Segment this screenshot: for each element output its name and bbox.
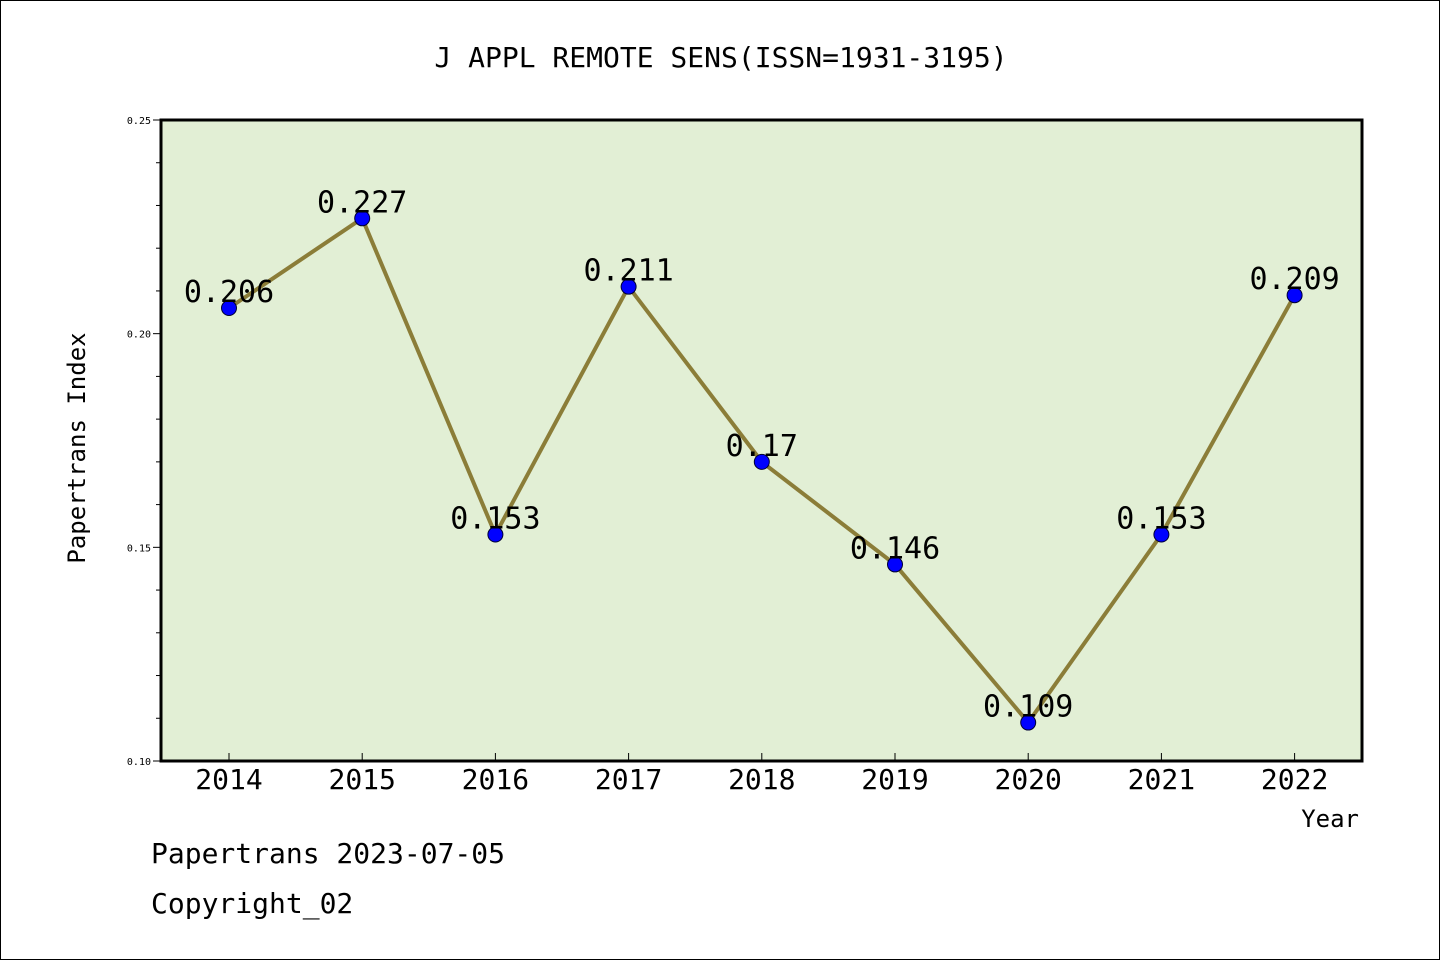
x-tick-label: 2017 <box>595 763 662 796</box>
x-axis-label: Year <box>1301 805 1359 833</box>
data-point <box>753 453 770 470</box>
x-tick-label: 2022 <box>1261 763 1328 796</box>
data-labels: 0.206 0.227 0.153 0.211 0.17 0.146 0.109 0.153 0… <box>184 185 1340 724</box>
data-label: 0.153 <box>450 502 540 537</box>
data-point <box>221 300 237 317</box>
plot-area <box>159 118 1364 763</box>
data-label: 0.211 <box>583 254 673 289</box>
x-tick-label: 2019 <box>861 763 928 796</box>
data-point <box>887 556 903 573</box>
y-tick-label: 0.10 <box>127 757 151 768</box>
data-label: 0.209 <box>1249 262 1339 297</box>
data-point <box>1286 287 1303 304</box>
x-tick-label: 2016 <box>462 763 529 796</box>
data-point <box>1020 714 1037 731</box>
x-axis: 2014 2015 2016 2017 2018 2019 2020 2021 2022 <box>195 753 1328 796</box>
x-tick-label: 2018 <box>728 763 795 796</box>
y-tick-label: 0.25 <box>127 116 151 127</box>
data-label: 0.227 <box>317 185 407 220</box>
data-label: 0.17 <box>726 429 798 464</box>
data-label: 0.206 <box>184 275 274 310</box>
data-point <box>1153 526 1170 543</box>
footer-copyright: Copyright_02 <box>151 887 354 920</box>
x-tick-label: 2021 <box>1128 763 1195 796</box>
y-tick-label: 0.15 <box>127 543 151 554</box>
y-tick-label: 0.20 <box>127 330 151 341</box>
data-point <box>620 278 637 295</box>
chart-title: J APPL REMOTE SENS(ISSN=1931-3195) <box>434 41 1007 74</box>
x-tick-label: 2015 <box>328 763 395 796</box>
data-point <box>354 210 371 227</box>
data-label: 0.153 <box>1116 502 1206 537</box>
x-tick-label: 2014 <box>195 763 262 796</box>
data-label: 0.146 <box>850 531 940 566</box>
data-points <box>221 210 1303 731</box>
x-tick-label: 2020 <box>994 763 1061 796</box>
y-axis: 0.10 0.15 0.20 0.25 <box>127 116 161 768</box>
y-axis-label: Papertrans Index <box>63 332 91 563</box>
data-label: 0.109 <box>983 690 1073 725</box>
data-point <box>487 526 504 543</box>
footer-date: Papertrans 2023-07-05 <box>151 837 506 870</box>
